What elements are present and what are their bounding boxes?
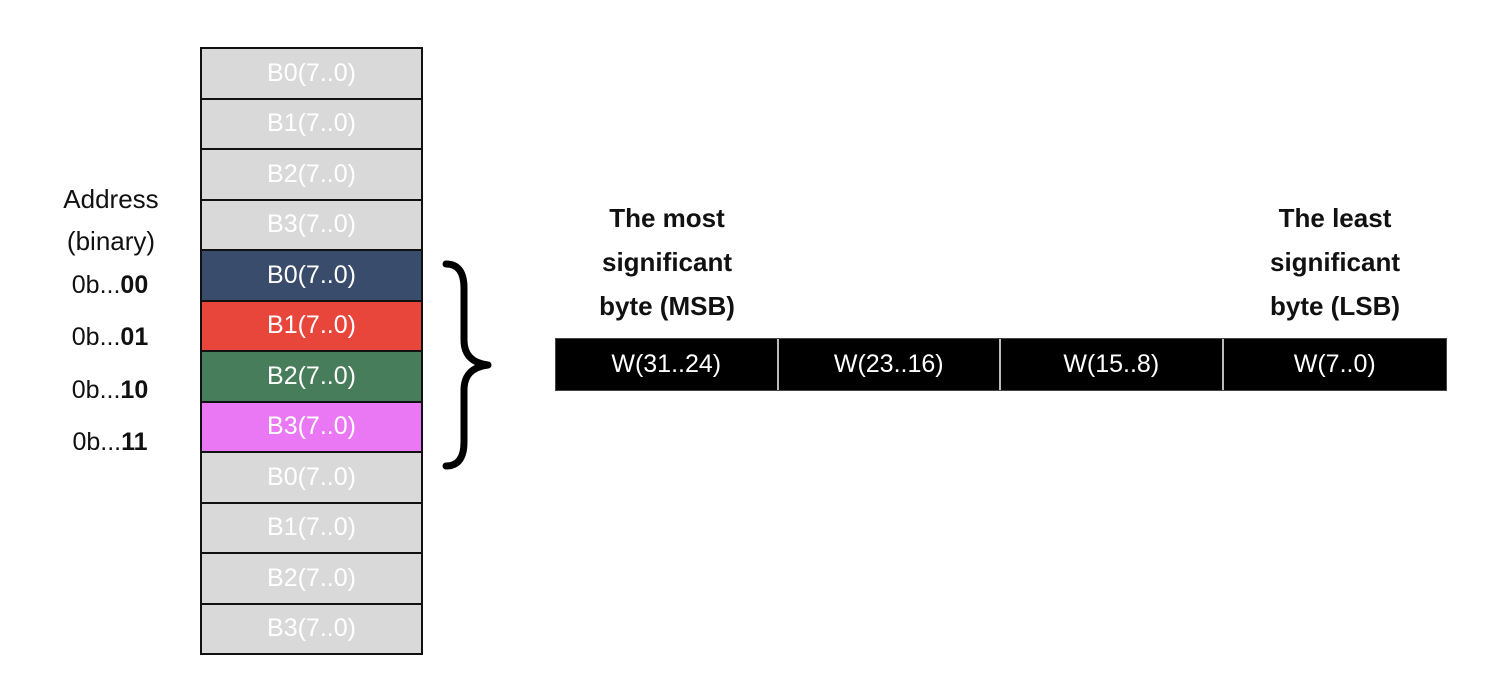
word-cell-7-0: W(7..0) xyxy=(1223,339,1446,390)
address-prefix: 0b... xyxy=(71,376,121,404)
address-prefix: 0b... xyxy=(72,428,122,456)
address-label-11: 0b...11 xyxy=(40,428,180,457)
address-bits: 10 xyxy=(120,376,149,404)
memory-cell-b2: B2(7..0) xyxy=(200,552,423,605)
address-bits: 01 xyxy=(120,323,149,351)
lsb-label: The least significant byte (LSB) xyxy=(1225,196,1445,328)
address-header: Address (binary) xyxy=(36,186,186,254)
memory-stack: B0(7..0) B1(7..0) B2(7..0) B3(7..0) B0(7… xyxy=(200,47,423,655)
word-cell-15-8: W(15..8) xyxy=(1001,339,1224,390)
word-bar: W(31..24) W(23..16) W(15..8) W(7..0) xyxy=(555,338,1447,391)
address-label-01: 0b...01 xyxy=(40,323,180,352)
memory-cell-b1: B1(7..0) xyxy=(200,97,423,150)
memory-cell-b3-highlighted: B3(7..0) xyxy=(200,400,423,453)
address-label-10: 0b...10 xyxy=(40,376,180,405)
memory-cell-b1-highlighted: B1(7..0) xyxy=(200,299,423,352)
address-bits: 00 xyxy=(120,271,149,299)
msb-label-line3: byte (MSB) xyxy=(599,291,735,321)
word-cell-31-24: W(31..24) xyxy=(556,339,779,390)
memory-cell-b0-highlighted: B0(7..0) xyxy=(200,249,423,302)
msb-label: The most significant byte (MSB) xyxy=(557,196,777,328)
memory-cell-b0: B0(7..0) xyxy=(200,451,423,504)
memory-cell-b1: B1(7..0) xyxy=(200,501,423,554)
memory-cell-b2: B2(7..0) xyxy=(200,148,423,201)
address-prefix: 0b... xyxy=(71,271,121,299)
msb-label-line2: significant xyxy=(601,247,732,277)
lsb-label-line3: byte (LSB) xyxy=(1270,291,1400,321)
lsb-label-line1: The least xyxy=(1278,203,1392,233)
memory-cell-b3: B3(7..0) xyxy=(200,602,423,655)
memory-cell-b0: B0(7..0) xyxy=(200,47,423,100)
address-prefix: 0b... xyxy=(71,323,121,351)
address-header-line2: (binary) xyxy=(66,226,156,256)
memory-cell-b2-highlighted: B2(7..0) xyxy=(200,350,423,403)
address-bits: 11 xyxy=(121,428,148,456)
address-label-00: 0b...00 xyxy=(40,271,180,300)
curly-brace-icon xyxy=(442,260,492,470)
memory-cell-b3: B3(7..0) xyxy=(200,198,423,251)
word-cell-23-16: W(23..16) xyxy=(778,339,1001,390)
msb-label-line1: The most xyxy=(609,203,725,233)
lsb-label-line2: significant xyxy=(1269,247,1400,277)
address-header-line1: Address xyxy=(63,184,159,214)
